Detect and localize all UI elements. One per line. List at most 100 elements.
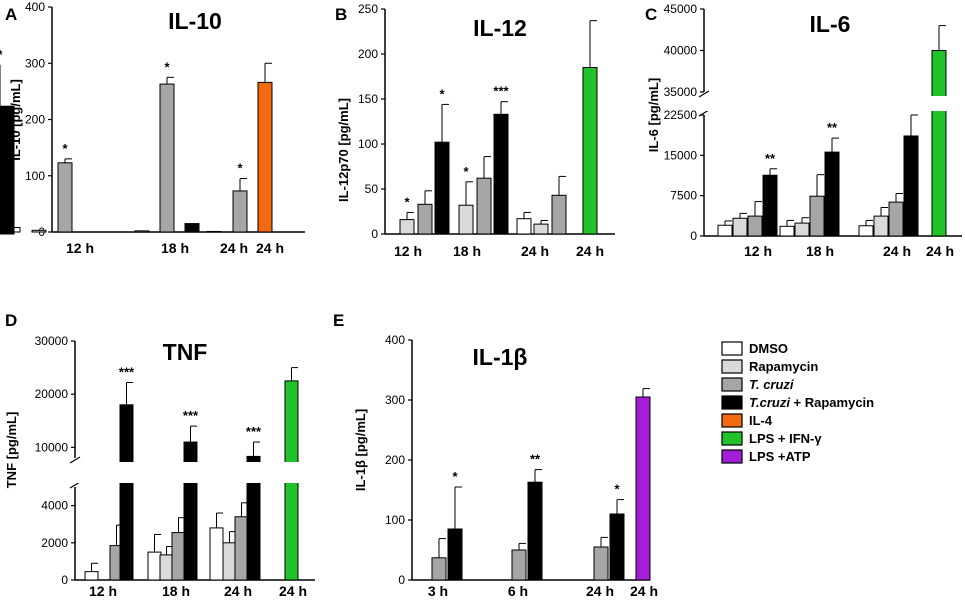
y-tick-label: 150 <box>358 92 378 106</box>
bar-tcruzi <box>417 203 433 235</box>
y-tick-label: 10000 <box>35 440 69 454</box>
chart-title: TNF <box>163 339 208 365</box>
bar-rapamycin <box>732 217 748 237</box>
x-category-label: 12 h <box>66 240 94 256</box>
legend-label-rapamycin: Rapamycin <box>749 359 818 374</box>
y-tick-label: 2000 <box>41 536 68 550</box>
bar-dmso <box>516 218 532 235</box>
legend-swatch-dmso <box>721 341 743 356</box>
legend-swatch-rapamycin <box>721 359 743 374</box>
y-tick-label: 200 <box>25 113 45 127</box>
bar-dmso <box>84 571 99 581</box>
x-category-label: 24 h <box>586 583 614 599</box>
y-tick-label: 200 <box>385 453 405 467</box>
bar-tcruzi <box>593 546 609 581</box>
axis-break-gap <box>706 96 962 111</box>
x-category-label: 24 h <box>256 240 284 256</box>
significance-label: * <box>614 482 620 497</box>
significance-label: *** <box>119 364 135 379</box>
y-tick-label: 0 <box>398 573 405 587</box>
legend-label-lps-ifn: LPS + IFN-γ <box>749 431 822 446</box>
bar-tcruzi <box>476 177 492 235</box>
legend-swatch-tcruzi-rapamycin <box>721 395 743 410</box>
bar-rapamycin <box>159 554 174 581</box>
bar-il4 <box>257 81 273 233</box>
y-tick-label: 250 <box>358 2 378 16</box>
y-tick-label: 400 <box>25 0 45 14</box>
legend-swatch-lps-ifn <box>721 431 743 446</box>
significance-label: * <box>404 194 410 209</box>
bar-dmso <box>717 224 733 237</box>
axis-break-mark <box>69 456 81 464</box>
y-tick-label: 45000 <box>664 2 698 16</box>
y-tick-label: 35000 <box>664 85 698 99</box>
bar-tcruzi <box>747 215 763 237</box>
bar-rapamycin <box>533 223 549 235</box>
chart-title: IL-12 <box>473 15 527 41</box>
legend-label-tcruzi-rapamycin: T.cruzi + Rapamycin <box>749 395 874 410</box>
bar-tcruzi_rapamycin <box>119 404 134 581</box>
y-tick-label: 300 <box>385 393 405 407</box>
significance-label: ** <box>765 151 776 166</box>
bar-dmso <box>779 225 795 237</box>
y-tick-label: 7500 <box>670 189 697 203</box>
y-axis-label: IL-1β [pg/mL] <box>353 409 368 491</box>
significance-label: * <box>439 86 445 101</box>
panel-label: A <box>5 5 17 24</box>
x-category-label: 6 h <box>508 583 528 599</box>
x-category-label: 12 h <box>394 243 422 259</box>
significance-label: * <box>452 469 458 484</box>
bar-tcruzi <box>511 549 527 581</box>
x-category-label: 24 h <box>926 243 954 259</box>
bar-rapamycin <box>794 222 810 237</box>
bar-rapamycin <box>134 230 150 233</box>
x-category-label: 24 h <box>279 583 307 599</box>
bar-dmso <box>206 230 222 233</box>
x-category-label: 18 h <box>161 240 189 256</box>
x-category-label: 24 h <box>521 243 549 259</box>
legend-swatch-tcruzi <box>721 377 743 392</box>
bar-rapamycin <box>31 229 47 233</box>
y-tick-label: 400 <box>385 333 405 347</box>
bar-tcruzi <box>232 190 248 233</box>
bar-tcruzi <box>551 194 567 235</box>
x-category-label: 12 h <box>89 583 117 599</box>
bar-tcruzi <box>57 162 73 233</box>
chart-title: IL-6 <box>810 11 851 37</box>
legend-label-tcruzi-rest: + Rapamycin <box>790 395 874 410</box>
significance-label: *** <box>183 408 199 423</box>
y-tick-label: 0 <box>371 227 378 241</box>
bar-tcruzi <box>234 516 249 581</box>
x-category-label: 18 h <box>453 243 481 259</box>
chart-panel-b: B IL-12 IL-12p70 [pg/mL] 0 50 100 150 200 250 * * 1… <box>0 2 615 259</box>
x-category-label: 24 h <box>224 583 252 599</box>
bar-tcruzi_rapamycin <box>184 223 200 233</box>
significance-label: *** <box>246 424 262 439</box>
significance-label: ** <box>530 452 541 467</box>
y-tick-label: 4000 <box>41 499 68 513</box>
bar-tcruzi <box>159 83 175 233</box>
y-tick-label: 300 <box>25 56 45 70</box>
y-axis-label: IL-6 [pg/mL] <box>646 78 661 152</box>
legend-label-tcruzi-italic: T.cruzi <box>749 395 790 410</box>
chart-title: IL-10 <box>168 8 222 34</box>
significance-label: * <box>62 141 68 156</box>
axis-break-mark <box>698 90 710 98</box>
legend-label-il4: IL-4 <box>749 413 773 428</box>
bar-lps_atp <box>635 396 651 581</box>
legend-swatch-il4 <box>721 413 743 428</box>
x-category-label: 24 h <box>630 583 658 599</box>
y-tick-label: 100 <box>358 137 378 151</box>
panel-label: E <box>333 311 344 330</box>
bar-lps_ifn <box>931 50 947 237</box>
bar-tcruzi_rapamycin <box>824 151 840 237</box>
bar-dmso <box>147 551 162 581</box>
chart-panel-e: E IL-1β IL-1β [pg/mL] 0 100 200 300 400 * 3 h ** 6 … <box>333 311 658 599</box>
chart-panel-c: C IL-6 IL-6 [pg/mL] 0 7500 15000 22500 35000 400… <box>645 2 962 259</box>
bar-dmso <box>858 225 874 237</box>
bar-tcruzi <box>431 557 447 581</box>
axis-break-gap <box>77 462 315 483</box>
y-tick-label: 15000 <box>664 148 698 162</box>
